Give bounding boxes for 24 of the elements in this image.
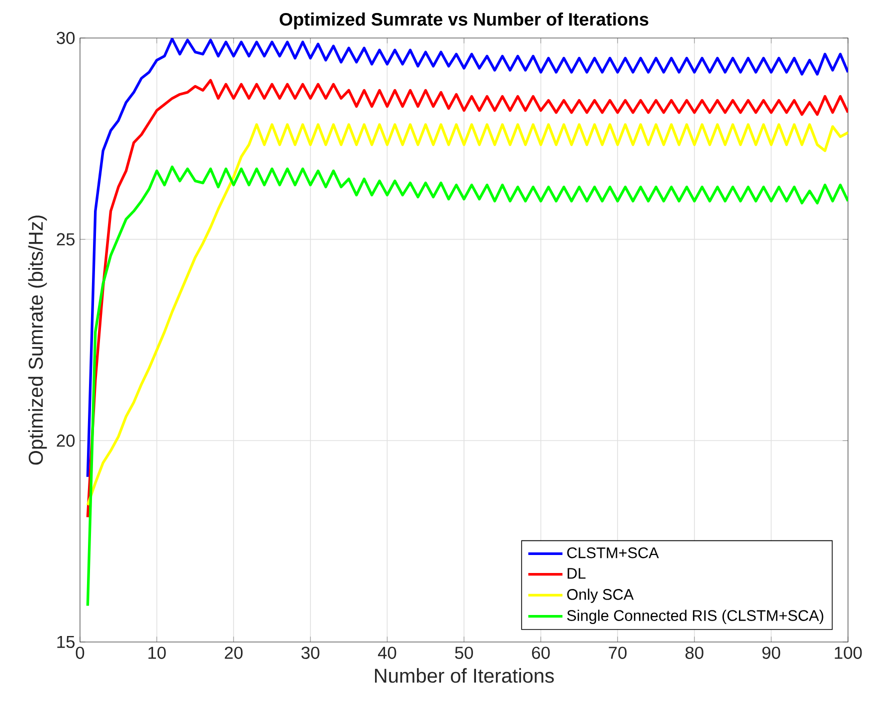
line-series xyxy=(86,166,848,608)
chart-title: Optimized Sumrate vs Number of Iterations xyxy=(280,12,648,30)
x-tick-label: 80 xyxy=(686,646,704,659)
x-tick-label: 60 xyxy=(532,646,550,659)
x-tick-label: 100 xyxy=(834,646,862,659)
legend-label: Single Connected RIS (CLSTM+SCA) xyxy=(567,610,824,624)
y-tick-label: 15 xyxy=(57,636,75,648)
legend-label: DL xyxy=(568,568,586,579)
y-axis-title: Optimized Sumrate (bits/Hz) xyxy=(28,216,47,465)
x-tick-label: 40 xyxy=(378,646,396,659)
y-tick-label: 30 xyxy=(56,32,75,44)
x-tick-label: 10 xyxy=(148,646,166,659)
x-tick-label: 20 xyxy=(224,646,243,659)
x-tick-label: 90 xyxy=(762,646,780,659)
x-tick-label: 70 xyxy=(608,646,627,659)
y-tick-label: 25 xyxy=(56,233,75,246)
x-axis-title: Number of Iterations xyxy=(375,668,554,683)
y-tick-label: 20 xyxy=(56,434,75,447)
line-series xyxy=(86,38,848,478)
x-tick-label: 0 xyxy=(76,646,84,659)
x-tick-label: 50 xyxy=(455,646,473,659)
x-tick-label: 30 xyxy=(301,646,320,659)
legend-label: CLSTM+SCA xyxy=(567,547,659,558)
legend-label: Only SCA xyxy=(567,588,634,603)
